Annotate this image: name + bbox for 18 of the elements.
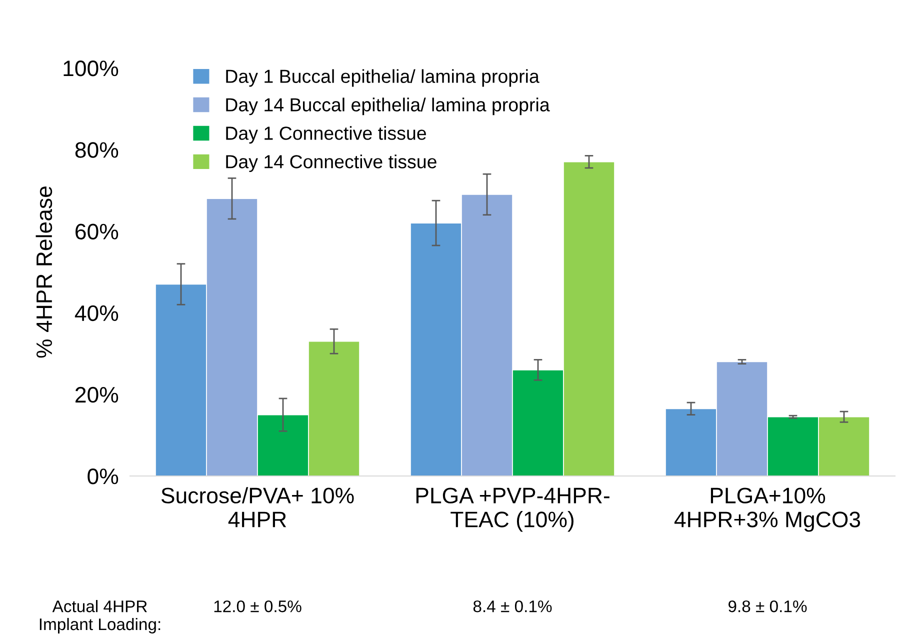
text: Actual 4HPR Implant Loading: [40, 600, 160, 634]
x-tick-label: Sucrose/PVA+ 10% 4HPR [161, 487, 354, 528]
y-tick-label: 20% [76, 386, 118, 403]
y-tick-label: 40% [74, 305, 118, 322]
text: 9.8 ± 0.1% [728, 600, 807, 612]
text: 8.4 ± 0.1% [473, 600, 552, 612]
legend-label: Day 1 Connective tissue [226, 126, 426, 144]
y-tick-label: 60% [76, 224, 118, 240]
y-tick-label: 80% [75, 142, 118, 158]
y-tick-label: 100% [64, 60, 118, 76]
text: 12.0 ± 0.5% [214, 600, 302, 612]
legend-label: Day 14 Buccal epithelia/ lamina propria [226, 98, 550, 116]
x-tick-label: PLGA +PVP-4HPR- TEAC (10%) [416, 488, 610, 532]
y-tick-label: 0% [88, 468, 118, 484]
y-axis-title: % 4HPR Release [36, 186, 52, 358]
legend-label: Day 14 Connective tissue [226, 154, 436, 172]
x-tick-label: PLGA+10% 4HPR+3% MgCO3 [674, 488, 860, 532]
legend-label: Day 1 Buccal epithelia/ lamina propria [226, 69, 540, 87]
